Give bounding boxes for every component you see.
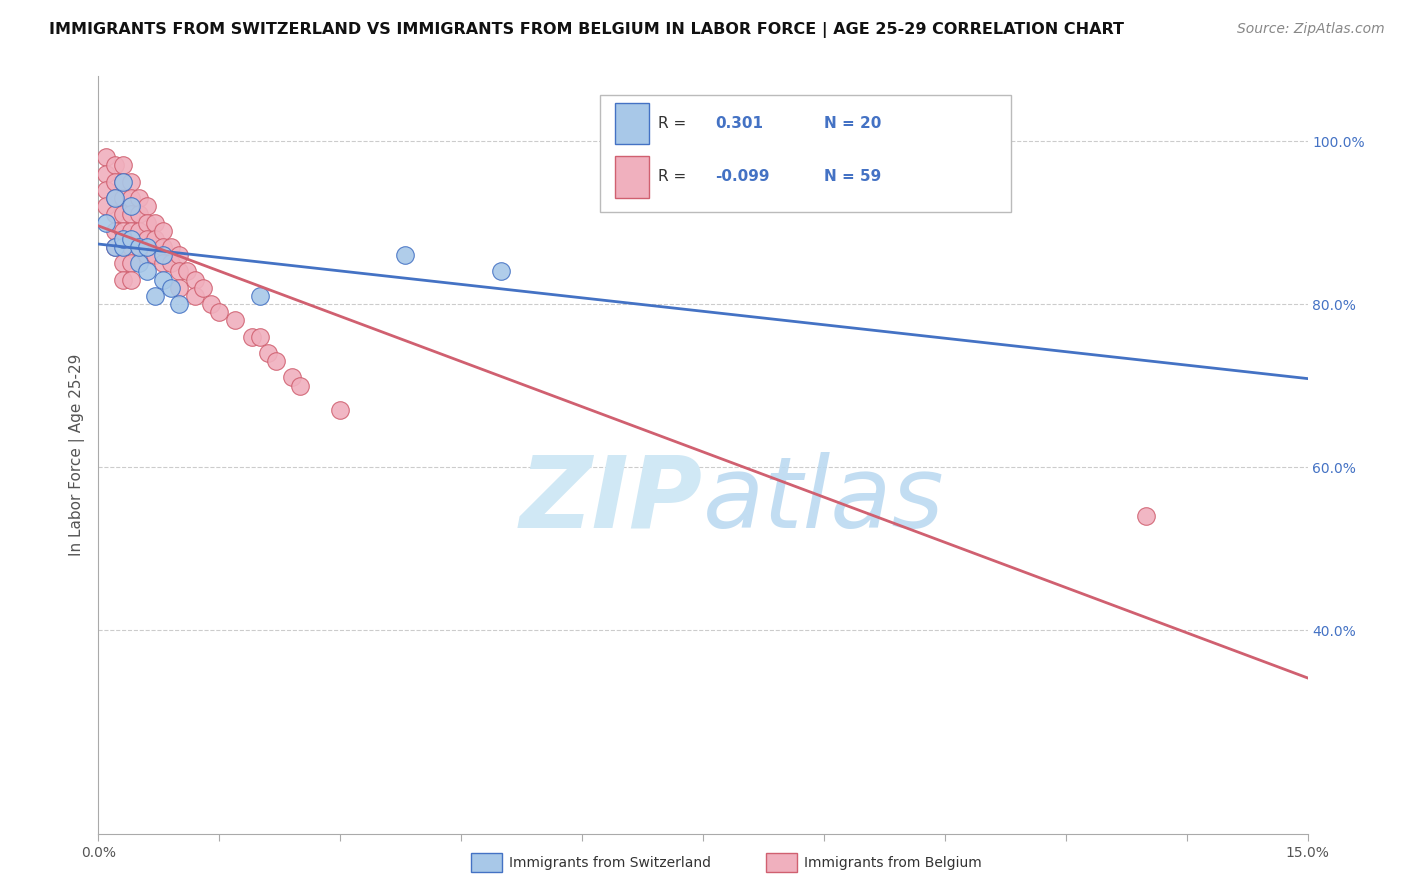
Point [120,175,142,189]
Point [96,216,118,230]
Point [120,191,142,205]
Point [96,150,118,164]
Point [103,240,125,254]
Point [249,329,271,343]
Point [111,207,134,221]
Text: R =: R = [658,169,686,184]
Point [111,272,134,286]
Point [143,232,166,246]
FancyBboxPatch shape [600,95,1011,212]
Point [120,199,142,213]
Point [103,175,125,189]
Point [111,224,134,238]
Point [143,248,166,262]
Point [111,256,134,270]
Point [135,248,157,262]
FancyBboxPatch shape [614,156,648,197]
Point [256,346,278,360]
Point [208,305,231,319]
Point [240,329,263,343]
Text: atlas: atlas [703,452,945,549]
Point [111,159,134,173]
Text: Immigrants from Belgium: Immigrants from Belgium [804,855,981,870]
Point [96,167,118,181]
Point [135,216,157,230]
Point [120,232,142,246]
Point [193,281,215,295]
Point [143,216,166,230]
Point [135,240,157,254]
FancyBboxPatch shape [614,103,648,145]
Point [160,256,183,270]
Point [103,191,125,205]
Point [103,240,125,254]
Point [128,256,150,270]
Text: N = 20: N = 20 [824,116,882,131]
Point [135,232,157,246]
Point [96,199,118,213]
Point [160,240,183,254]
Point [152,248,174,262]
Point [184,272,207,286]
Point [128,191,150,205]
Point [111,175,134,189]
Point [111,240,134,254]
Point [167,248,190,262]
Point [103,207,125,221]
Text: N = 59: N = 59 [824,169,882,184]
Point [264,354,287,368]
Point [167,264,190,278]
Point [128,240,150,254]
Point [167,281,190,295]
Point [103,159,125,173]
Point [111,232,134,246]
Text: -0.099: -0.099 [716,169,769,184]
Point [152,256,174,270]
Point [120,207,142,221]
Text: IMMIGRANTS FROM SWITZERLAND VS IMMIGRANTS FROM BELGIUM IN LABOR FORCE | AGE 25-2: IMMIGRANTS FROM SWITZERLAND VS IMMIGRANT… [49,22,1125,38]
Point [128,224,150,238]
Point [394,248,416,262]
Point [120,272,142,286]
Point [281,370,304,384]
Point [120,256,142,270]
Point [103,191,125,205]
Y-axis label: In Labor Force | Age 25-29: In Labor Force | Age 25-29 [69,354,84,556]
Point [128,240,150,254]
Text: Immigrants from Switzerland: Immigrants from Switzerland [509,855,711,870]
Point [111,175,134,189]
Text: Source: ZipAtlas.com: Source: ZipAtlas.com [1237,22,1385,37]
Point [288,378,311,392]
Point [111,191,134,205]
Point [120,240,142,254]
Point [184,289,207,303]
Point [1135,509,1157,524]
Point [200,297,222,311]
Point [249,289,271,303]
Text: 0.301: 0.301 [716,116,763,131]
Point [120,224,142,238]
Point [103,224,125,238]
Point [329,403,352,417]
Point [135,264,157,278]
Point [152,272,174,286]
Point [152,224,174,238]
Point [167,297,190,311]
Point [224,313,246,327]
Point [160,281,183,295]
Point [111,240,134,254]
Point [176,264,198,278]
Point [152,240,174,254]
Text: R =: R = [658,116,686,131]
Point [135,199,157,213]
Point [128,207,150,221]
Point [143,289,166,303]
Text: ZIP: ZIP [520,452,703,549]
Point [491,264,513,278]
Point [96,183,118,197]
